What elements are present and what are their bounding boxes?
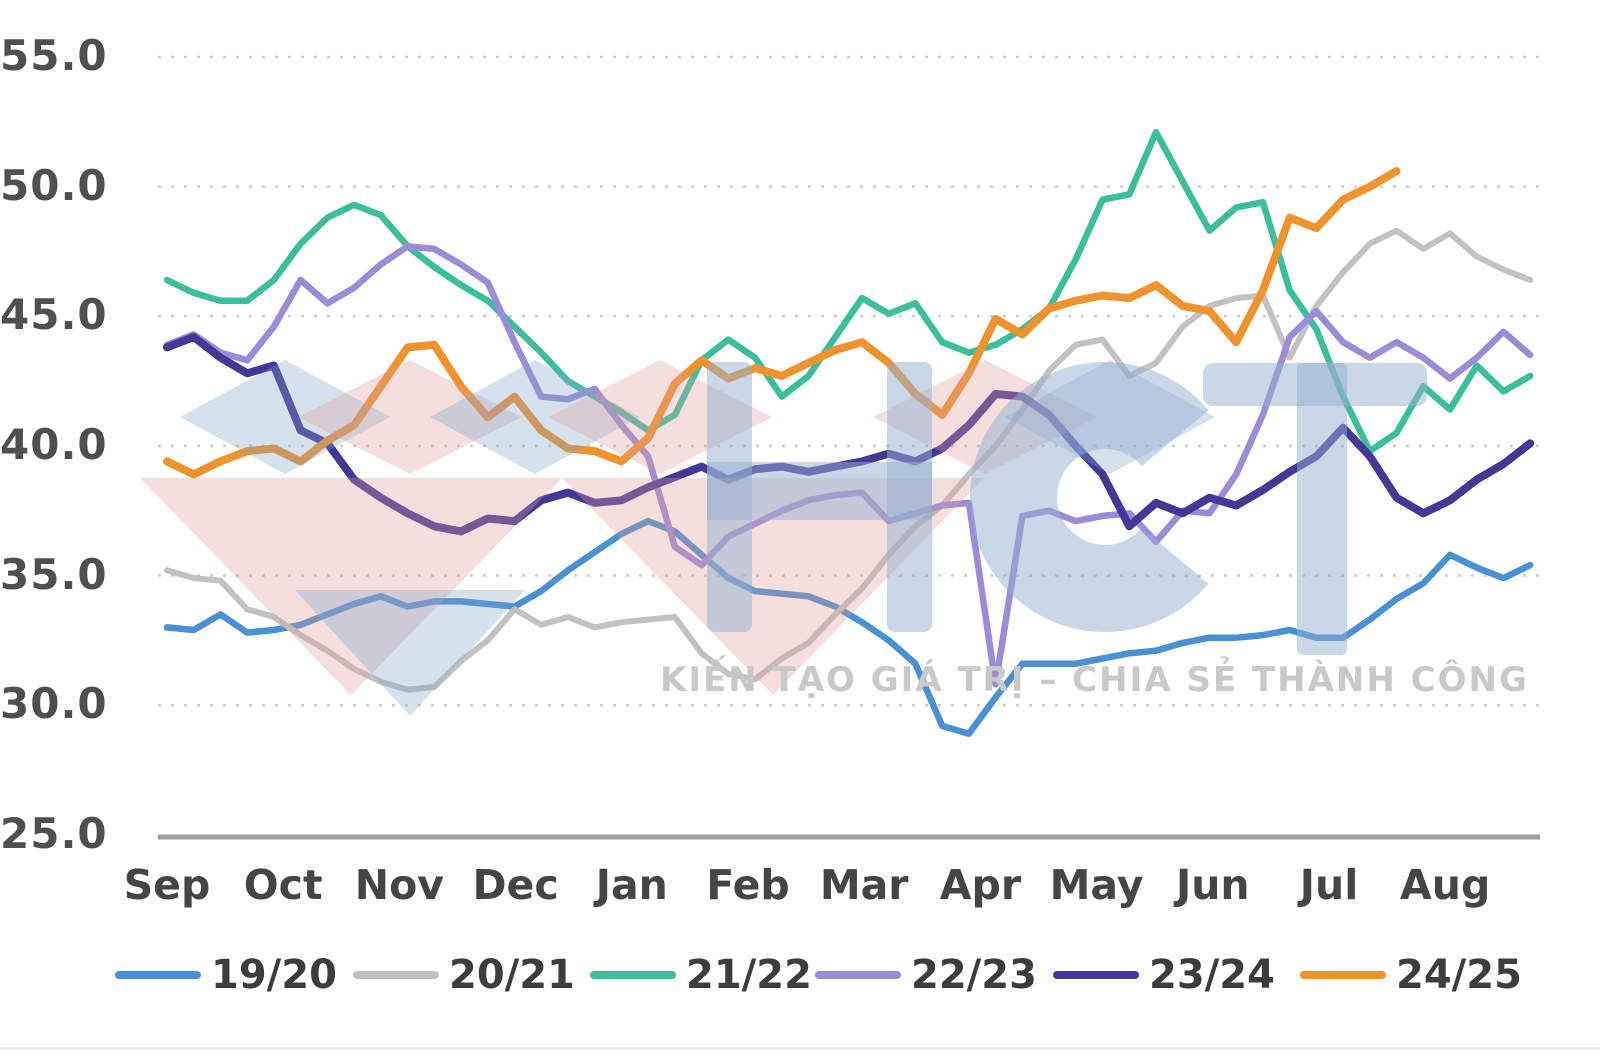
watermark-facet xyxy=(562,478,984,695)
month-label-Dec: Dec xyxy=(472,861,559,909)
legend-label-21-22: 21/22 xyxy=(686,952,812,998)
month-label-Sep: Sep xyxy=(123,861,211,909)
legend-item-24-25: 24/25 xyxy=(1300,952,1522,998)
month-label-Oct: Oct xyxy=(243,861,323,909)
legend-item-22-23: 22/23 xyxy=(815,952,1037,998)
series-line-24-25 xyxy=(163,167,1401,479)
y-tick-label-35.0: 35.0 xyxy=(0,549,108,599)
legend-label-20-21: 20/21 xyxy=(449,952,575,998)
hct-watermark xyxy=(140,360,1427,716)
watermark-slogan-text: KIẾN TẠO GIÁ TRỊ – CHIA SẺ THÀNH CÔNG xyxy=(660,660,1529,700)
legend-label-24-25: 24/25 xyxy=(1396,952,1522,998)
legend-item-23-24: 23/24 xyxy=(1053,952,1275,998)
legend-swatch-24-25 xyxy=(1300,971,1386,979)
watermark-facet xyxy=(180,360,390,474)
y-tick-label-50.0: 50.0 xyxy=(0,160,108,210)
month-label-Jul: Jul xyxy=(1299,861,1359,909)
legend-item-20-21: 20/21 xyxy=(353,952,575,998)
month-label-Nov: Nov xyxy=(354,861,444,909)
y-tick-label-40.0: 40.0 xyxy=(0,419,108,469)
month-label-Mar: Mar xyxy=(819,861,909,909)
legend-label-23-24: 23/24 xyxy=(1149,952,1275,998)
month-label-Jun: Jun xyxy=(1175,861,1250,909)
legend-label-22-23: 22/23 xyxy=(911,952,1037,998)
letter-H xyxy=(707,462,932,520)
legend-swatch-23-24 xyxy=(1053,971,1139,979)
letter-C xyxy=(970,362,1209,632)
y-tick-label-45.0: 45.0 xyxy=(0,290,108,340)
legend-swatch-20-21 xyxy=(353,971,439,979)
letter-T xyxy=(1297,363,1347,655)
series-line-21-22 xyxy=(163,128,1534,455)
month-label-May: May xyxy=(1049,861,1144,909)
watermark-facet xyxy=(295,590,525,716)
y-tick-label-30.0: 30.0 xyxy=(0,679,108,729)
legend-swatch-21-22 xyxy=(590,971,676,979)
month-label-Aug: Aug xyxy=(1400,861,1491,909)
watermark-facet xyxy=(140,478,562,695)
legend-swatch-19-20 xyxy=(115,971,201,979)
watermark-facet xyxy=(298,360,522,474)
month-label-Jan: Jan xyxy=(595,861,668,909)
month-label-Feb: Feb xyxy=(706,861,790,909)
watermark-letters-HCT xyxy=(707,362,1427,655)
slide-bottom-edge xyxy=(0,1047,1600,1050)
legend-item-21-22: 21/22 xyxy=(590,952,812,998)
y-tick-label-25.0: 25.0 xyxy=(0,808,108,858)
watermark-facet xyxy=(430,360,640,474)
month-label-Apr: Apr xyxy=(939,861,1022,909)
series-line-20-21 xyxy=(164,227,1534,693)
legend-item-19-20: 19/20 xyxy=(115,952,337,998)
legend-label-19-20: 19/20 xyxy=(211,952,337,998)
y-tick-label-55.0: 55.0 xyxy=(0,31,108,80)
legend-swatch-22-23 xyxy=(815,971,901,979)
